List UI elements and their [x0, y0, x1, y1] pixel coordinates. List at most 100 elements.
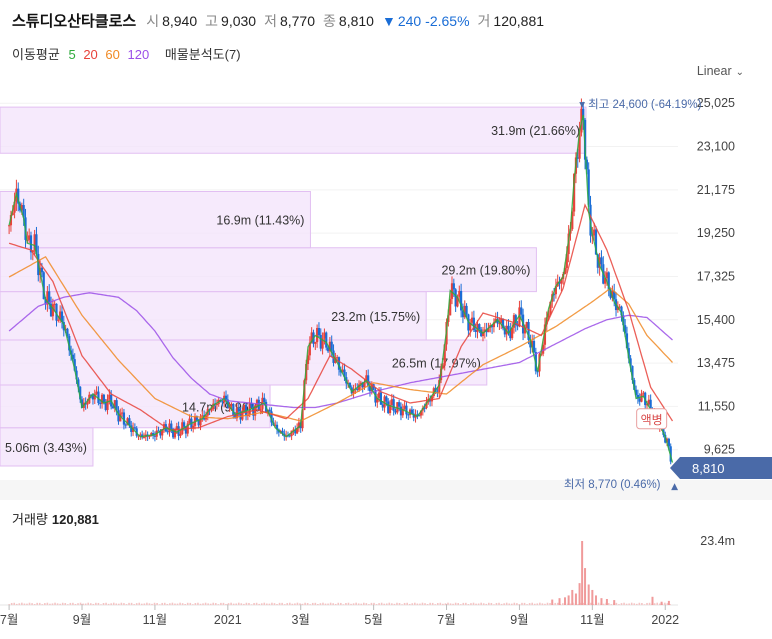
volume-bar [342, 604, 345, 605]
candle-body [492, 322, 496, 328]
volume-bar [536, 603, 539, 605]
candle-body [398, 402, 401, 407]
volume-bar [587, 584, 590, 605]
volume-bar [273, 603, 276, 605]
volume-bar [590, 602, 592, 605]
volume-bar [276, 604, 278, 605]
candle-body [500, 318, 503, 324]
stock-name[interactable]: 스튜디오산타클로스 [12, 13, 137, 30]
last-price-label: 8,810 [692, 461, 725, 476]
volume-bar [10, 602, 13, 605]
candle-body [17, 188, 20, 204]
volume-bar [288, 602, 291, 605]
volume-bar [579, 602, 582, 605]
volume-bar [112, 602, 115, 605]
candle-body [343, 369, 346, 378]
volume-bar [391, 603, 393, 605]
volume-bar [133, 604, 135, 605]
volume-bar [623, 602, 625, 605]
candle-body [640, 393, 643, 402]
candle-body [100, 394, 104, 404]
down-arrow-icon: ▼ [381, 13, 396, 29]
candle-body [461, 310, 465, 318]
volume-bar [260, 603, 263, 605]
candle-body [297, 422, 301, 429]
candle-body [529, 339, 532, 348]
candle-body [237, 407, 240, 412]
volume-bar [556, 602, 559, 605]
volume-bar [544, 603, 546, 605]
candle-body [552, 294, 556, 296]
candle-body [438, 380, 441, 393]
volume-bar [436, 603, 439, 605]
volume-bar [574, 593, 577, 605]
close-value: 8,810 [338, 13, 374, 29]
ma120-label[interactable]: 120 [127, 47, 150, 62]
candle-body [306, 355, 310, 365]
volume-bar [56, 603, 59, 605]
volume-bar [77, 603, 79, 605]
volume-bar [618, 604, 620, 605]
candle-body [447, 315, 450, 322]
volume-bar [227, 603, 230, 605]
volume-bar [324, 603, 327, 605]
candle-body [90, 394, 93, 396]
moving-average-label[interactable]: 이동평균 [12, 47, 60, 62]
ma5-line [8, 114, 674, 463]
volume-bar [510, 603, 513, 605]
candle-body [376, 397, 379, 403]
candle-body [224, 395, 228, 400]
candle-body [385, 396, 388, 402]
ma60-label[interactable]: 60 [105, 47, 120, 62]
candle-body [66, 328, 69, 337]
x-tick-label: 2022 [651, 613, 679, 627]
candle-body [79, 386, 82, 400]
volume-profile-label[interactable]: 매물분석도(7) [164, 47, 241, 62]
candle-body [645, 404, 649, 406]
candle-body [585, 159, 588, 170]
candle-body [454, 289, 457, 307]
candle-body [527, 321, 530, 340]
volume-bar [658, 603, 661, 605]
candle-body [106, 399, 109, 410]
volume-bar [564, 597, 566, 605]
volume-bar [140, 603, 143, 605]
volume-bar [426, 603, 429, 605]
candle-body [571, 211, 574, 230]
candle-body [478, 324, 481, 330]
ma20-label[interactable]: 20 [83, 47, 98, 62]
volume-bar [526, 604, 528, 605]
candle-body [600, 257, 603, 265]
candle-body [60, 311, 64, 322]
ma5-label[interactable]: 5 [68, 47, 76, 62]
candle-body [28, 235, 31, 240]
candle-body [275, 424, 279, 430]
volume-bar [329, 602, 332, 605]
volume-bar [664, 602, 666, 605]
candle-body [368, 386, 372, 392]
volume-bar [465, 602, 467, 605]
candle-body [133, 427, 136, 429]
candle-body [170, 423, 173, 429]
volume-bar [291, 603, 294, 605]
candle-body [130, 425, 133, 432]
candle-body [11, 212, 14, 215]
candle-body [474, 329, 477, 332]
candle-body [525, 321, 528, 328]
volume-bar [327, 603, 329, 605]
volume-bar [653, 603, 656, 605]
candle-body [613, 291, 616, 300]
candle-body [270, 411, 273, 423]
volume-bar [533, 603, 536, 605]
candle-body [46, 291, 49, 305]
volume-profile-bar [0, 247, 537, 293]
candle-body [22, 205, 25, 218]
last-price-tag [670, 457, 772, 480]
ma60-line [8, 255, 673, 422]
candle-body [244, 404, 248, 416]
volume-bar [480, 602, 482, 605]
candle-body [111, 406, 115, 409]
candle-body [212, 403, 215, 410]
scale-mode-dropdown[interactable]: Linear ⌄ [697, 64, 744, 78]
